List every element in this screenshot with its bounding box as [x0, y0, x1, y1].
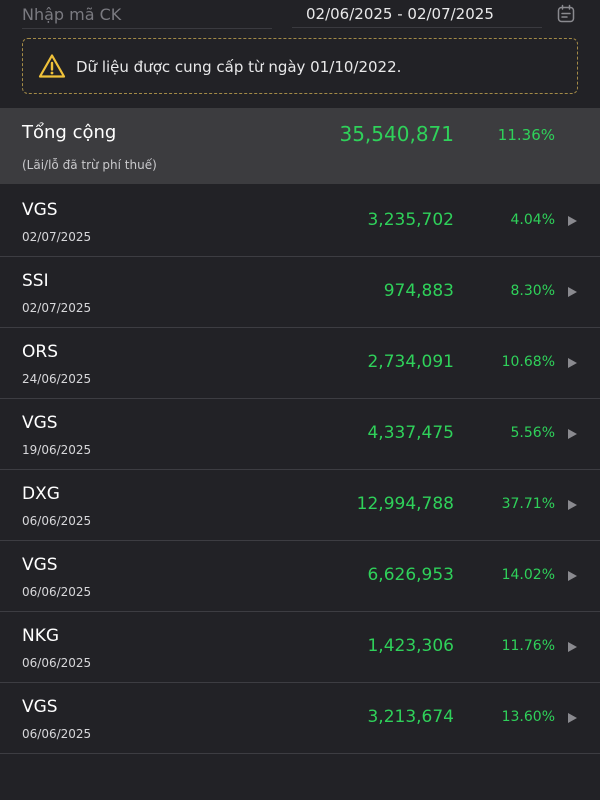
- trade-date: 24/06/2025: [22, 372, 92, 386]
- chevron-right-icon[interactable]: [568, 500, 577, 510]
- trade-row[interactable]: ORS 24/06/2025 2,734,091 10.68%: [0, 328, 600, 399]
- stock-symbol: DXG: [22, 484, 60, 504]
- profit-percent: 37.71%: [501, 496, 555, 512]
- trade-date: 19/06/2025: [22, 443, 92, 457]
- profit-value: 3,235,702: [367, 210, 454, 230]
- profit-value: 6,626,953: [367, 565, 454, 585]
- trade-date: 02/07/2025: [22, 230, 92, 244]
- stock-symbol: NKG: [22, 626, 60, 646]
- total-summary-row: Tổng cộng (Lãi/lỗ đã trừ phí thuế) 35,54…: [0, 108, 600, 184]
- chevron-right-icon[interactable]: [568, 429, 577, 439]
- profit-percent: 8.30%: [510, 283, 555, 299]
- chevron-right-icon[interactable]: [568, 713, 577, 723]
- trade-date: 02/07/2025: [22, 301, 92, 315]
- trade-row[interactable]: DXG 06/06/2025 12,994,788 37.71%: [0, 470, 600, 541]
- total-profit-percent: 11.36%: [497, 126, 555, 144]
- profit-percent: 13.60%: [501, 709, 555, 725]
- stock-symbol: VGS: [22, 413, 58, 433]
- notice-text: Dữ liệu được cung cấp từ ngày 01/10/2022…: [76, 58, 402, 76]
- stock-code-search-input[interactable]: [22, 0, 272, 29]
- profit-value: 2,734,091: [367, 352, 454, 372]
- trade-row[interactable]: VGS 06/06/2025 3,213,674 13.60%: [0, 683, 600, 754]
- total-profit-value: 35,540,871: [339, 122, 454, 146]
- total-fee-note: (Lãi/lỗ đã trừ phí thuế): [22, 158, 157, 172]
- stock-symbol: ORS: [22, 342, 58, 362]
- chevron-right-icon[interactable]: [568, 571, 577, 581]
- chevron-right-icon[interactable]: [568, 287, 577, 297]
- trade-date: 06/06/2025: [22, 514, 92, 528]
- profit-value: 3,213,674: [367, 707, 454, 727]
- trade-date: 06/06/2025: [22, 585, 92, 599]
- trade-row[interactable]: VGS 06/06/2025 6,626,953 14.02%: [0, 541, 600, 612]
- chevron-right-icon[interactable]: [568, 216, 577, 226]
- stock-symbol: VGS: [22, 555, 58, 575]
- trade-row[interactable]: VGS 19/06/2025 4,337,475 5.56%: [0, 399, 600, 470]
- warning-icon: [38, 54, 66, 78]
- stock-symbol: SSI: [22, 271, 49, 291]
- trade-date: 06/06/2025: [22, 727, 92, 741]
- profit-percent: 11.76%: [501, 638, 555, 654]
- profit-value: 4,337,475: [367, 423, 454, 443]
- profit-percent: 14.02%: [501, 567, 555, 583]
- trade-list: VGS 02/07/2025 3,235,702 4.04% SSI 02/07…: [0, 186, 600, 754]
- stock-symbol: VGS: [22, 200, 58, 220]
- profit-value: 12,994,788: [356, 494, 454, 514]
- calendar-icon[interactable]: [556, 4, 576, 24]
- trade-row[interactable]: SSI 02/07/2025 974,883 8.30%: [0, 257, 600, 328]
- chevron-right-icon[interactable]: [568, 358, 577, 368]
- profit-percent: 5.56%: [510, 425, 555, 441]
- filter-bar: 02/06/2025 - 02/07/2025: [0, 0, 600, 30]
- profit-value: 1,423,306: [367, 636, 454, 656]
- profit-percent: 10.68%: [501, 354, 555, 370]
- stock-symbol: VGS: [22, 697, 58, 717]
- chevron-right-icon[interactable]: [568, 642, 577, 652]
- date-range-picker[interactable]: 02/06/2025 - 02/07/2025: [292, 0, 542, 28]
- profit-percent: 4.04%: [510, 212, 555, 228]
- trade-row[interactable]: NKG 06/06/2025 1,423,306 11.76%: [0, 612, 600, 683]
- trade-date: 06/06/2025: [22, 656, 92, 670]
- total-label: Tổng cộng: [22, 122, 117, 143]
- data-availability-notice: Dữ liệu được cung cấp từ ngày 01/10/2022…: [22, 38, 578, 94]
- trade-row[interactable]: VGS 02/07/2025 3,235,702 4.04%: [0, 186, 600, 257]
- profit-value: 974,883: [383, 281, 454, 301]
